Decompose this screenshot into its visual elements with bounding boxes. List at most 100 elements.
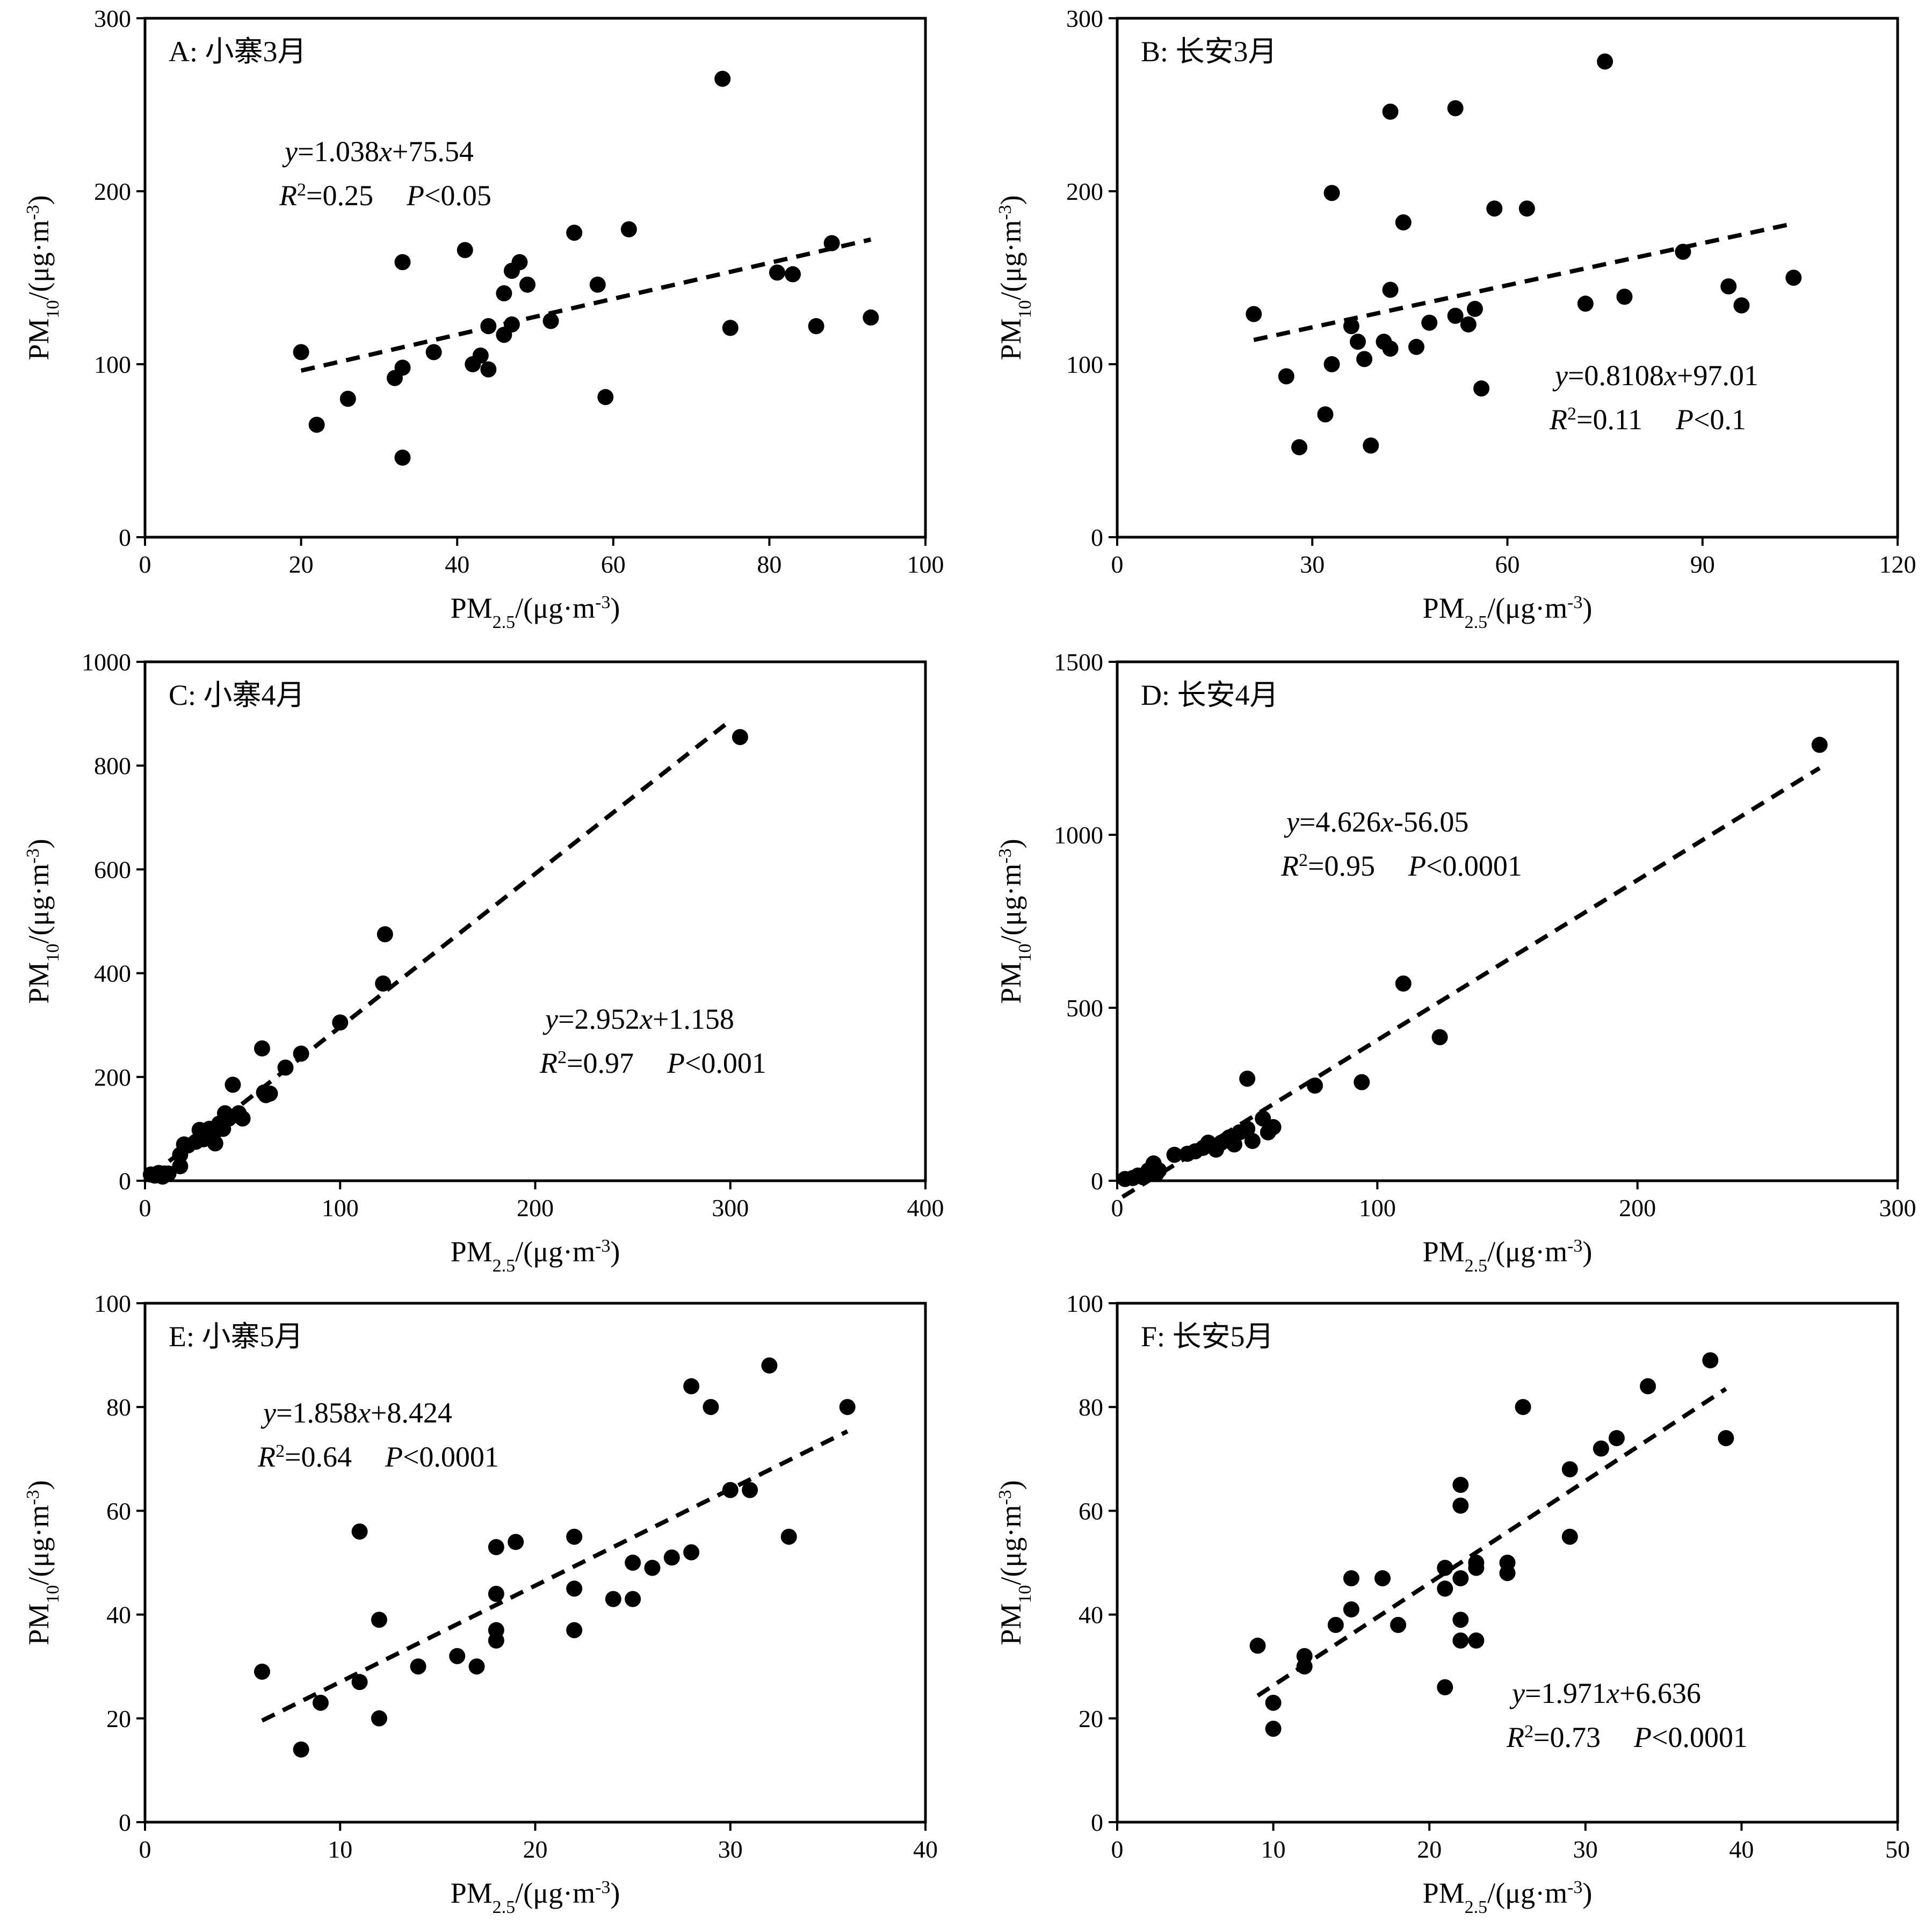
data-point-b bbox=[1363, 437, 1379, 454]
data-point-a bbox=[496, 285, 512, 301]
regression-line-b bbox=[1253, 221, 1794, 342]
data-point-b bbox=[1785, 270, 1802, 286]
data-point-e bbox=[312, 1694, 329, 1711]
data-point-e bbox=[683, 1544, 700, 1561]
x-tick-label-c: 400 bbox=[907, 1194, 944, 1222]
data-point-a bbox=[589, 276, 606, 293]
panel-label-e: E: 小寨5月 bbox=[169, 1320, 303, 1353]
data-point-f bbox=[1499, 1565, 1516, 1581]
data-point-f bbox=[1468, 1632, 1485, 1649]
panel-label-f: F: 长安5月 bbox=[1141, 1320, 1274, 1353]
y-tick-label-e: 0 bbox=[119, 1809, 131, 1836]
data-point-b bbox=[1473, 380, 1490, 397]
data-point-a bbox=[863, 309, 879, 326]
panel-b: 0 30 60 90 120 0 100 200 300 PM2.5/(μg·m-3) PM10/(… bbox=[995, 5, 1916, 632]
y-tick-label-e: 40 bbox=[106, 1601, 131, 1629]
data-point-a bbox=[808, 318, 824, 335]
x-tick-label-f: 30 bbox=[1573, 1836, 1598, 1863]
data-point-e bbox=[625, 1591, 641, 1607]
data-point-a bbox=[293, 344, 309, 360]
data-point-d bbox=[1811, 736, 1828, 753]
data-point-d bbox=[1307, 1077, 1323, 1094]
data-point-b bbox=[1486, 200, 1503, 217]
plot-frame-e bbox=[143, 1302, 927, 1824]
data-point-b bbox=[1395, 214, 1412, 230]
data-point-d bbox=[1226, 1136, 1242, 1153]
y-tick-label-c: 1000 bbox=[82, 648, 131, 676]
x-tick-label-b: 60 bbox=[1495, 551, 1520, 578]
data-point-b bbox=[1382, 341, 1399, 357]
x-axis-title-b: PM2.5/(μg·m-3) bbox=[1423, 592, 1593, 632]
data-point-e bbox=[468, 1658, 485, 1675]
x-tick-label-a: 100 bbox=[907, 551, 944, 578]
data-point-d bbox=[1265, 1119, 1282, 1136]
data-point-f bbox=[1452, 1570, 1469, 1586]
data-point-a bbox=[394, 254, 411, 271]
data-point-e bbox=[605, 1591, 621, 1607]
data-point-b bbox=[1291, 439, 1308, 456]
fit-statistics-c: R2=0.97 P<0.001 bbox=[539, 1047, 766, 1079]
data-point-a bbox=[511, 254, 528, 271]
data-point-b bbox=[1447, 100, 1464, 117]
x-tick-label-a: 0 bbox=[139, 551, 151, 578]
data-point-e bbox=[508, 1534, 524, 1550]
data-point-f bbox=[1608, 1430, 1625, 1447]
data-point-a bbox=[457, 242, 473, 258]
data-point-f bbox=[1437, 1559, 1453, 1576]
y-tick-label-e: 100 bbox=[94, 1290, 131, 1317]
y-tick-label-d: 1000 bbox=[1054, 821, 1103, 849]
data-point-f bbox=[1452, 1497, 1469, 1514]
x-tick-label-a: 80 bbox=[757, 551, 782, 578]
data-point-b bbox=[1343, 318, 1359, 335]
data-point-c bbox=[254, 1040, 270, 1057]
y-tick-label-a: 300 bbox=[94, 5, 131, 32]
data-point-b bbox=[1356, 351, 1373, 367]
data-point-e bbox=[488, 1539, 504, 1556]
data-point-f bbox=[1468, 1555, 1485, 1571]
data-point-f bbox=[1437, 1679, 1453, 1695]
data-point-a bbox=[425, 344, 442, 360]
x-tick-label-e: 0 bbox=[139, 1836, 151, 1863]
data-point-f bbox=[1265, 1694, 1282, 1711]
y-tick-label-f: 40 bbox=[1079, 1601, 1103, 1629]
y-tick-label-e: 80 bbox=[106, 1393, 131, 1421]
data-point-d bbox=[1239, 1121, 1256, 1137]
y-tick-label-e: 60 bbox=[106, 1497, 131, 1525]
regression-equation-c: y=2.952x+1.158 bbox=[542, 1003, 734, 1035]
data-point-c bbox=[732, 729, 748, 746]
regression-line-f bbox=[1256, 1386, 1727, 1698]
data-point-d bbox=[1150, 1162, 1167, 1179]
fit-statistics-b: R2=0.11 P<0.1 bbox=[1549, 403, 1746, 436]
fit-statistics-f: R2=0.73 P<0.0001 bbox=[1506, 1721, 1748, 1753]
plot-frame-a bbox=[143, 17, 927, 539]
x-tick-label-f: 40 bbox=[1729, 1836, 1754, 1863]
fit-statistics-e: R2=0.64 P<0.0001 bbox=[257, 1441, 499, 1473]
x-axis-title-e: PM2.5/(μg·m-3) bbox=[451, 1877, 620, 1917]
data-point-d bbox=[1431, 1029, 1448, 1045]
x-tick-label-c: 100 bbox=[322, 1194, 359, 1222]
panel-f: 0 10 20 30 40 50 0 20 40 60 80 100 PM2.5/(μg·m-3) PM1… bbox=[995, 1290, 1910, 1917]
data-point-e bbox=[722, 1482, 739, 1498]
data-point-b bbox=[1317, 406, 1334, 423]
x-tick-label-a: 20 bbox=[289, 551, 314, 578]
x-tick-label-c: 200 bbox=[517, 1194, 554, 1222]
y-tick-label-a: 100 bbox=[94, 351, 131, 378]
panel-c: 0 100 200 300 400 0 200 400 600 800 1000 PM2.5/(μg·… bbox=[23, 648, 944, 1276]
data-point-b bbox=[1246, 306, 1262, 322]
x-tick-label-e: 40 bbox=[913, 1836, 938, 1863]
data-point-f bbox=[1452, 1612, 1469, 1628]
y-tick-label-b: 300 bbox=[1066, 5, 1103, 32]
data-point-a bbox=[542, 313, 559, 329]
y-axis-title-b: PM10/(μg·m-3) bbox=[995, 195, 1035, 360]
y-axis-title-a: PM10/(μg·m-3) bbox=[23, 195, 63, 360]
data-point-f bbox=[1343, 1570, 1359, 1586]
data-point-d bbox=[1244, 1132, 1261, 1149]
data-point-c bbox=[172, 1158, 189, 1174]
data-point-b bbox=[1278, 368, 1294, 385]
x-tick-label-c: 0 bbox=[139, 1194, 151, 1222]
data-point-c bbox=[293, 1045, 309, 1062]
data-point-a bbox=[394, 359, 411, 376]
data-point-f bbox=[1296, 1658, 1313, 1675]
y-tick-label-b: 200 bbox=[1066, 178, 1103, 205]
data-point-e bbox=[663, 1549, 680, 1566]
